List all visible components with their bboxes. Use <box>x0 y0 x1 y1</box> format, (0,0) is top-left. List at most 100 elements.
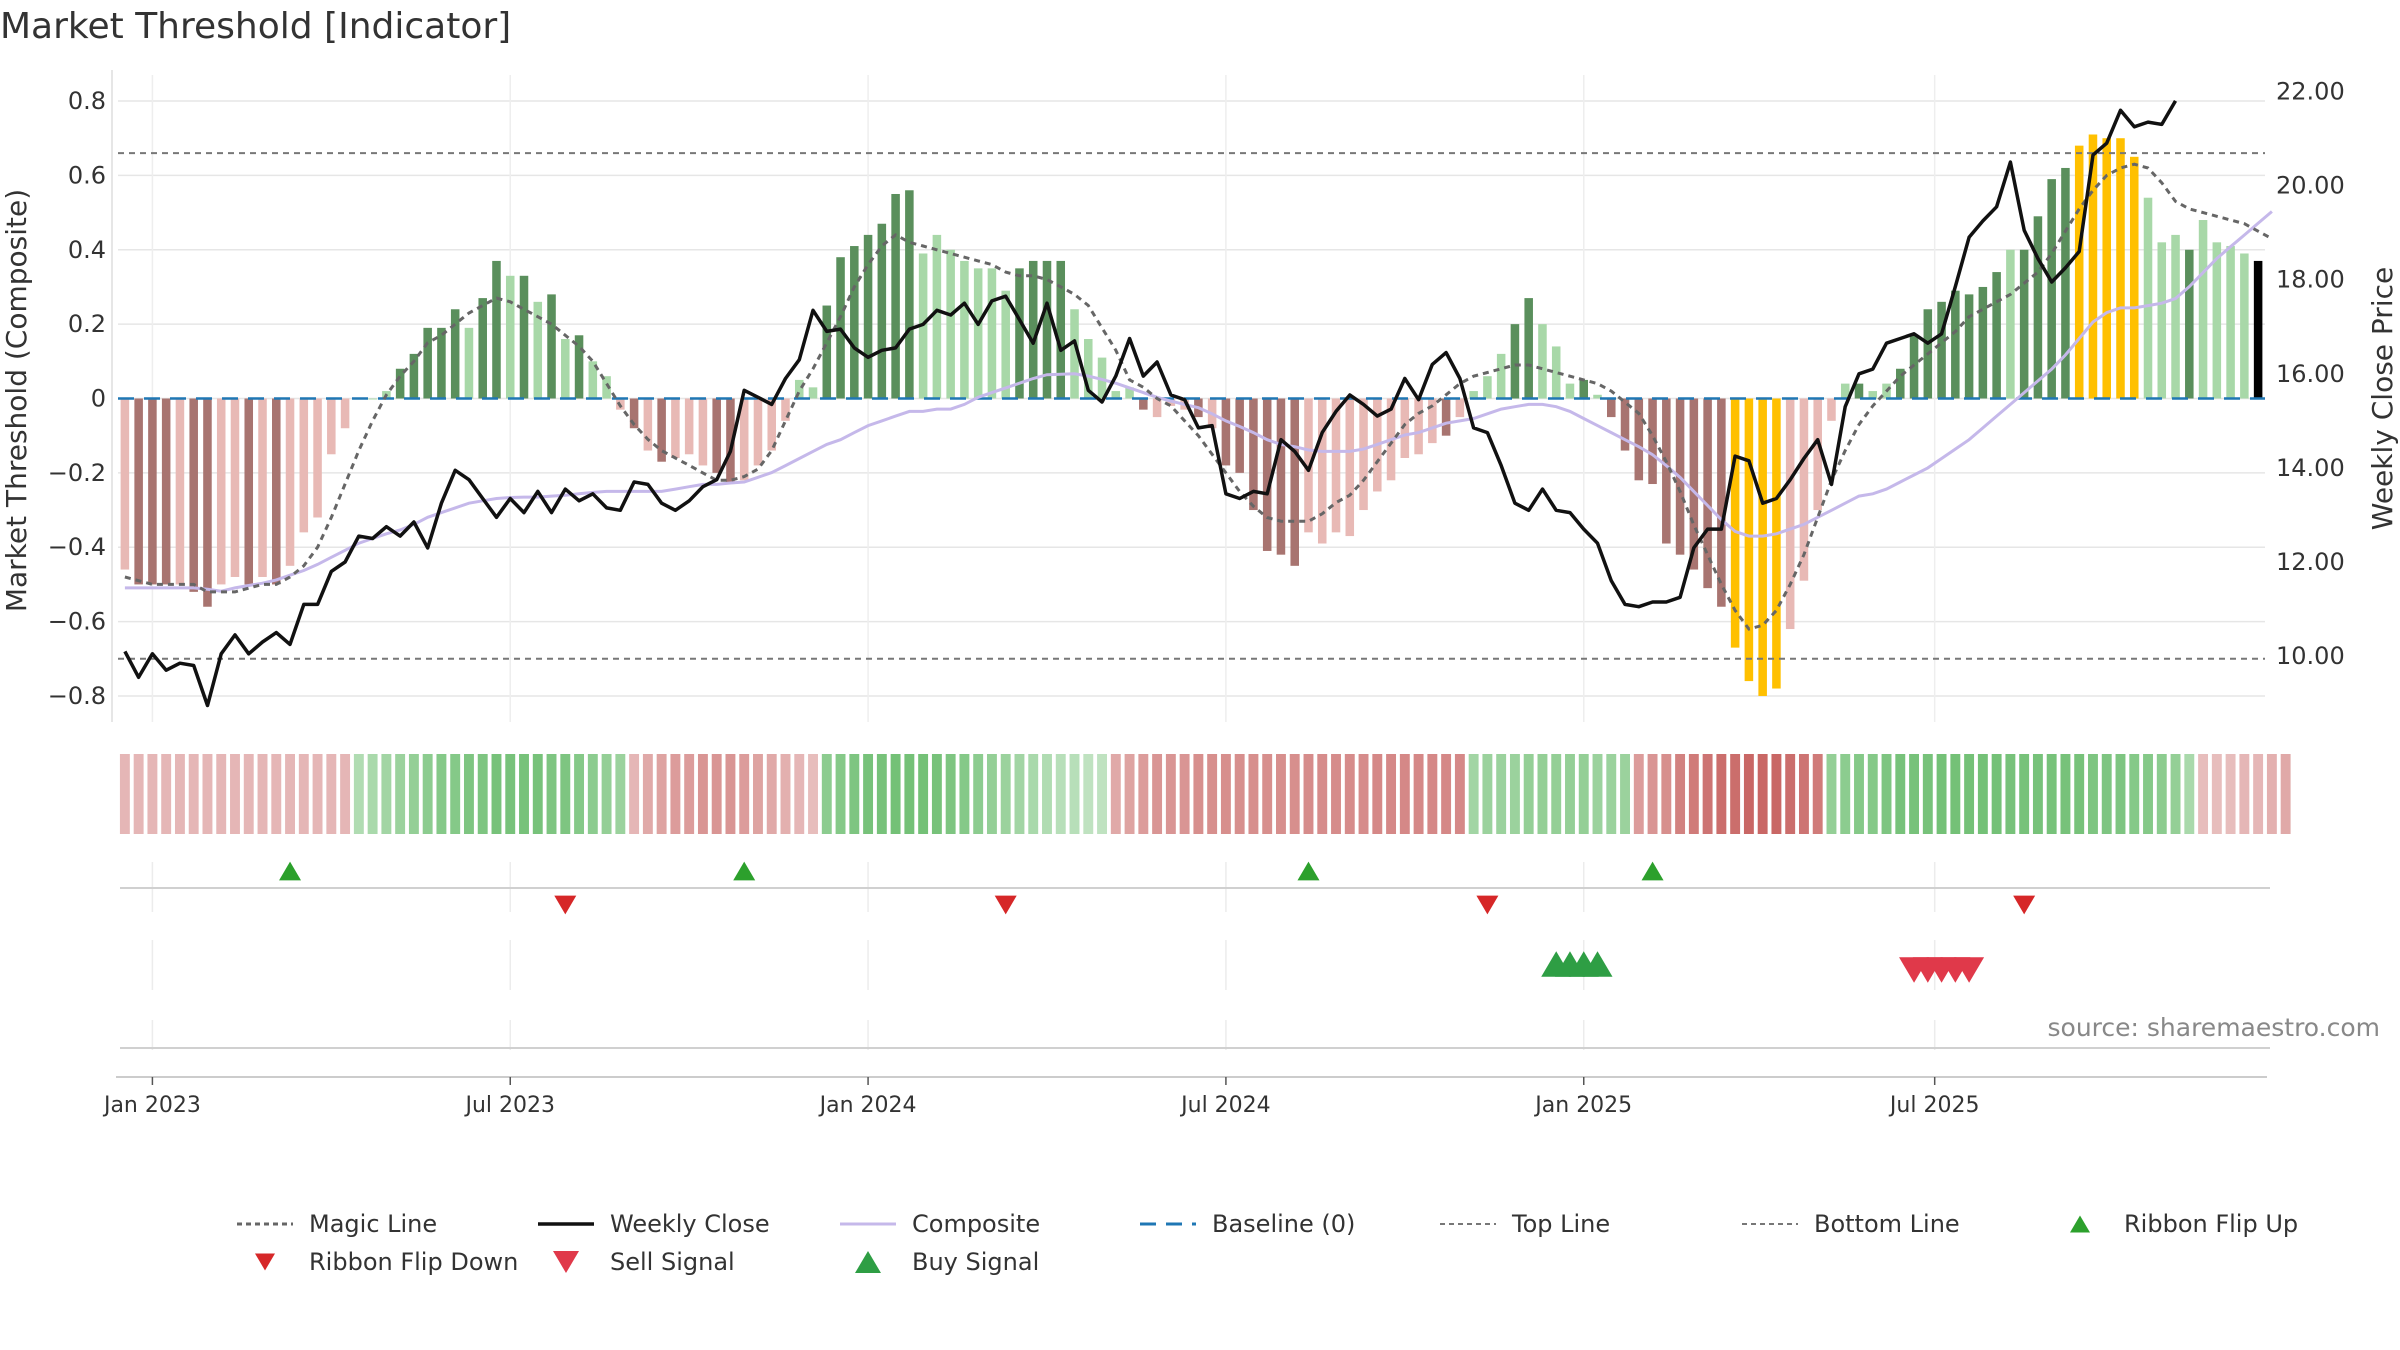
chart-area: Jan 2023 Jul 2023 Jan 2024 Jul 2024 Jan 2025… <box>0 70 2399 1118</box>
ribbon-cell <box>1633 754 1644 834</box>
ribbon-cell <box>1303 754 1314 834</box>
magic-line <box>124 162 2273 631</box>
ribbon-cell <box>1716 754 1727 834</box>
legend-label: Magic Line <box>309 1210 438 1238</box>
composite-bar <box>1868 391 1878 399</box>
composite-bar <box>1964 294 1974 399</box>
legend-label: Bottom Line <box>1814 1210 1960 1238</box>
ribbon-cell <box>615 754 626 834</box>
ribbon-flip-down-marker <box>994 895 1017 915</box>
ribbon-cell <box>1620 754 1630 834</box>
ribbon-cell <box>2170 754 2181 834</box>
ribbon-cell <box>395 754 406 834</box>
composite-bar <box>629 398 639 429</box>
ribbon-cell <box>1854 754 1864 834</box>
composite-bar <box>1717 398 1726 607</box>
composite-bar <box>1015 268 1024 399</box>
composite-bar <box>1744 398 1754 682</box>
legend-label: Ribbon Flip Up <box>2124 1210 2299 1238</box>
composite-bar <box>1538 324 1547 399</box>
ribbon-cell <box>491 754 502 834</box>
ribbon-cell <box>1289 754 1300 834</box>
composite-legend-swatch <box>840 1222 896 1226</box>
ribbon-cell <box>381 754 392 834</box>
composite-bar <box>299 398 309 533</box>
composite-bar <box>671 398 680 458</box>
ribbon-cell <box>1606 754 1617 834</box>
composite-bar <box>2171 234 2180 399</box>
composite-bar <box>216 398 226 585</box>
ribbon-cell <box>1482 754 1493 834</box>
y2-tick-label: 20.00 <box>2276 172 2345 200</box>
buy-signal-marker <box>1582 951 1613 977</box>
ribbon-cell <box>505 754 516 834</box>
sell-legend-swatch <box>553 1250 579 1274</box>
ribbon-cell <box>1083 754 1094 834</box>
composite-bar <box>1813 398 1822 511</box>
composite-bar <box>2240 253 2249 399</box>
ribbon-cell <box>601 754 612 834</box>
magic-legend-swatch <box>237 1222 293 1226</box>
composite-bar <box>1785 398 1795 630</box>
x-tick-label: Jan 2024 <box>818 1093 917 1118</box>
ribbon-cell <box>1110 754 1121 834</box>
ribbon-cell <box>739 754 750 834</box>
composite-bar <box>1703 398 1712 589</box>
signal-rows <box>120 861 2270 1049</box>
composite-bar <box>272 398 281 585</box>
composite-bar <box>1469 391 1478 399</box>
composite-bar <box>1414 398 1423 455</box>
ribbon-cell <box>230 754 240 834</box>
composite-bar <box>932 234 942 399</box>
composite-bar <box>1483 376 1492 399</box>
ribbon-cell <box>560 754 571 834</box>
ribbon-cell <box>202 754 213 834</box>
ribbon-cell <box>1922 754 1933 834</box>
ribbon-cell <box>2184 754 2195 834</box>
ribbon-cell <box>1276 754 1286 834</box>
y-tick-label: 0.4 <box>68 236 106 264</box>
ribbon-cell <box>1262 754 1273 834</box>
composite-bar <box>313 398 322 518</box>
composite-bar <box>767 398 777 451</box>
composite-bar <box>1345 398 1355 537</box>
composite-bar <box>698 398 708 466</box>
composite-bar <box>1758 398 1767 696</box>
legend-label: Weekly Close <box>610 1210 770 1238</box>
ribbon-cell <box>1399 754 1410 834</box>
composite-bar <box>588 361 598 399</box>
composite-bar <box>1056 260 1066 399</box>
axes: Jan 2023 Jul 2023 Jan 2024 Jul 2024 Jan 2025… <box>0 70 2399 1118</box>
ribbon-cell <box>1014 754 1025 834</box>
legend-item-close: Weekly Close <box>536 1210 770 1238</box>
composite-bar <box>1111 391 1121 399</box>
ribbon-cell <box>298 754 309 834</box>
ribbon-cell <box>1138 754 1149 834</box>
ribbon-cell <box>1344 754 1355 834</box>
ribbon-cell <box>2005 754 2016 834</box>
y2-axis-label: Weekly Close Price <box>2366 267 2399 530</box>
composite-bar <box>987 268 997 399</box>
composite-bar <box>1249 398 1258 511</box>
ribbon-cell <box>986 754 997 834</box>
series-lines <box>123 100 2273 708</box>
ribbon-cell <box>725 754 736 834</box>
composite-bar <box>1593 394 1602 399</box>
composite-bar <box>753 398 763 466</box>
ribbon-cell <box>1551 754 1562 834</box>
composite-bar <box>2226 246 2235 399</box>
close-legend-swatch <box>538 1222 594 1226</box>
ribbon-cell <box>1179 754 1190 834</box>
y-tick-label: −0.2 <box>48 459 106 487</box>
ribbon-cell <box>477 754 488 834</box>
ribbon-cell <box>1358 754 1369 834</box>
ribbon-cell <box>1647 754 1658 834</box>
ribbon-cell <box>1317 754 1328 834</box>
ribbon-strip <box>119 754 2291 834</box>
ribbon-cell <box>1193 754 1204 834</box>
ribbon-cell <box>2156 754 2167 834</box>
x-tick-label: Jul 2023 <box>463 1093 555 1118</box>
ribbon-cell <box>1234 754 1245 834</box>
ribbon-cell <box>1675 754 1686 834</box>
ribbon-cell <box>1537 754 1548 834</box>
